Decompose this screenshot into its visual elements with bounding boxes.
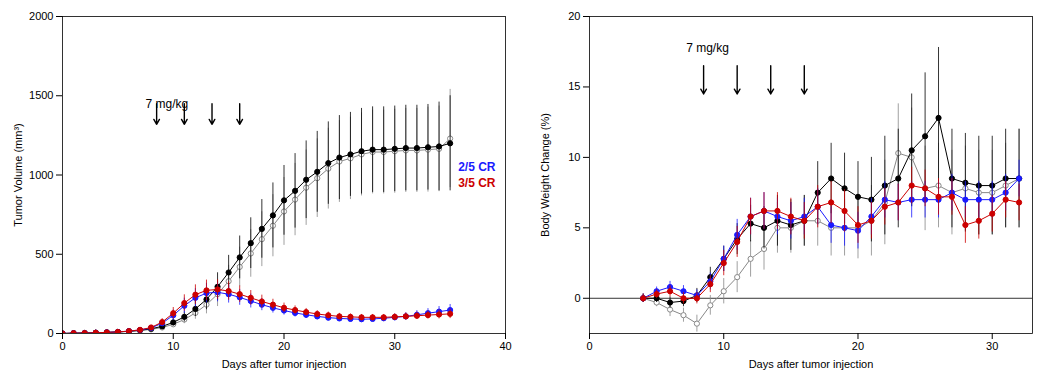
svg-text:0: 0 [586, 340, 592, 352]
svg-text:10: 10 [568, 151, 580, 163]
svg-text:0: 0 [47, 327, 53, 339]
svg-text:5: 5 [574, 221, 580, 233]
svg-text:Days after tumor injection: Days after tumor injection [222, 358, 347, 370]
svg-text:1500: 1500 [29, 89, 53, 101]
svg-text:40: 40 [499, 340, 511, 352]
svg-text:30: 30 [389, 340, 401, 352]
svg-text:20: 20 [278, 340, 290, 352]
svg-text:7 mg/kg: 7 mg/kg [146, 97, 189, 111]
svg-text:Body Weight Change (%): Body Weight Change (%) [539, 113, 551, 237]
svg-text:30: 30 [986, 340, 998, 352]
svg-text:Tumor Volume (mm³): Tumor Volume (mm³) [12, 123, 24, 227]
svg-text:15: 15 [568, 80, 580, 92]
svg-text:10: 10 [167, 340, 179, 352]
svg-text:20: 20 [568, 10, 580, 22]
svg-text:2000: 2000 [29, 10, 53, 22]
svg-text:20: 20 [852, 340, 864, 352]
svg-text:2/5 CR: 2/5 CR [458, 160, 496, 174]
svg-text:500: 500 [35, 248, 53, 260]
svg-text:10: 10 [718, 340, 730, 352]
svg-text:0: 0 [59, 340, 65, 352]
svg-text:1000: 1000 [29, 169, 53, 181]
svg-text:3/5 CR: 3/5 CR [458, 176, 496, 190]
svg-text:7 mg/kg: 7 mg/kg [686, 41, 729, 55]
svg-text:Days after tumor injection: Days after tumor injection [749, 358, 874, 370]
svg-text:0: 0 [574, 292, 580, 304]
